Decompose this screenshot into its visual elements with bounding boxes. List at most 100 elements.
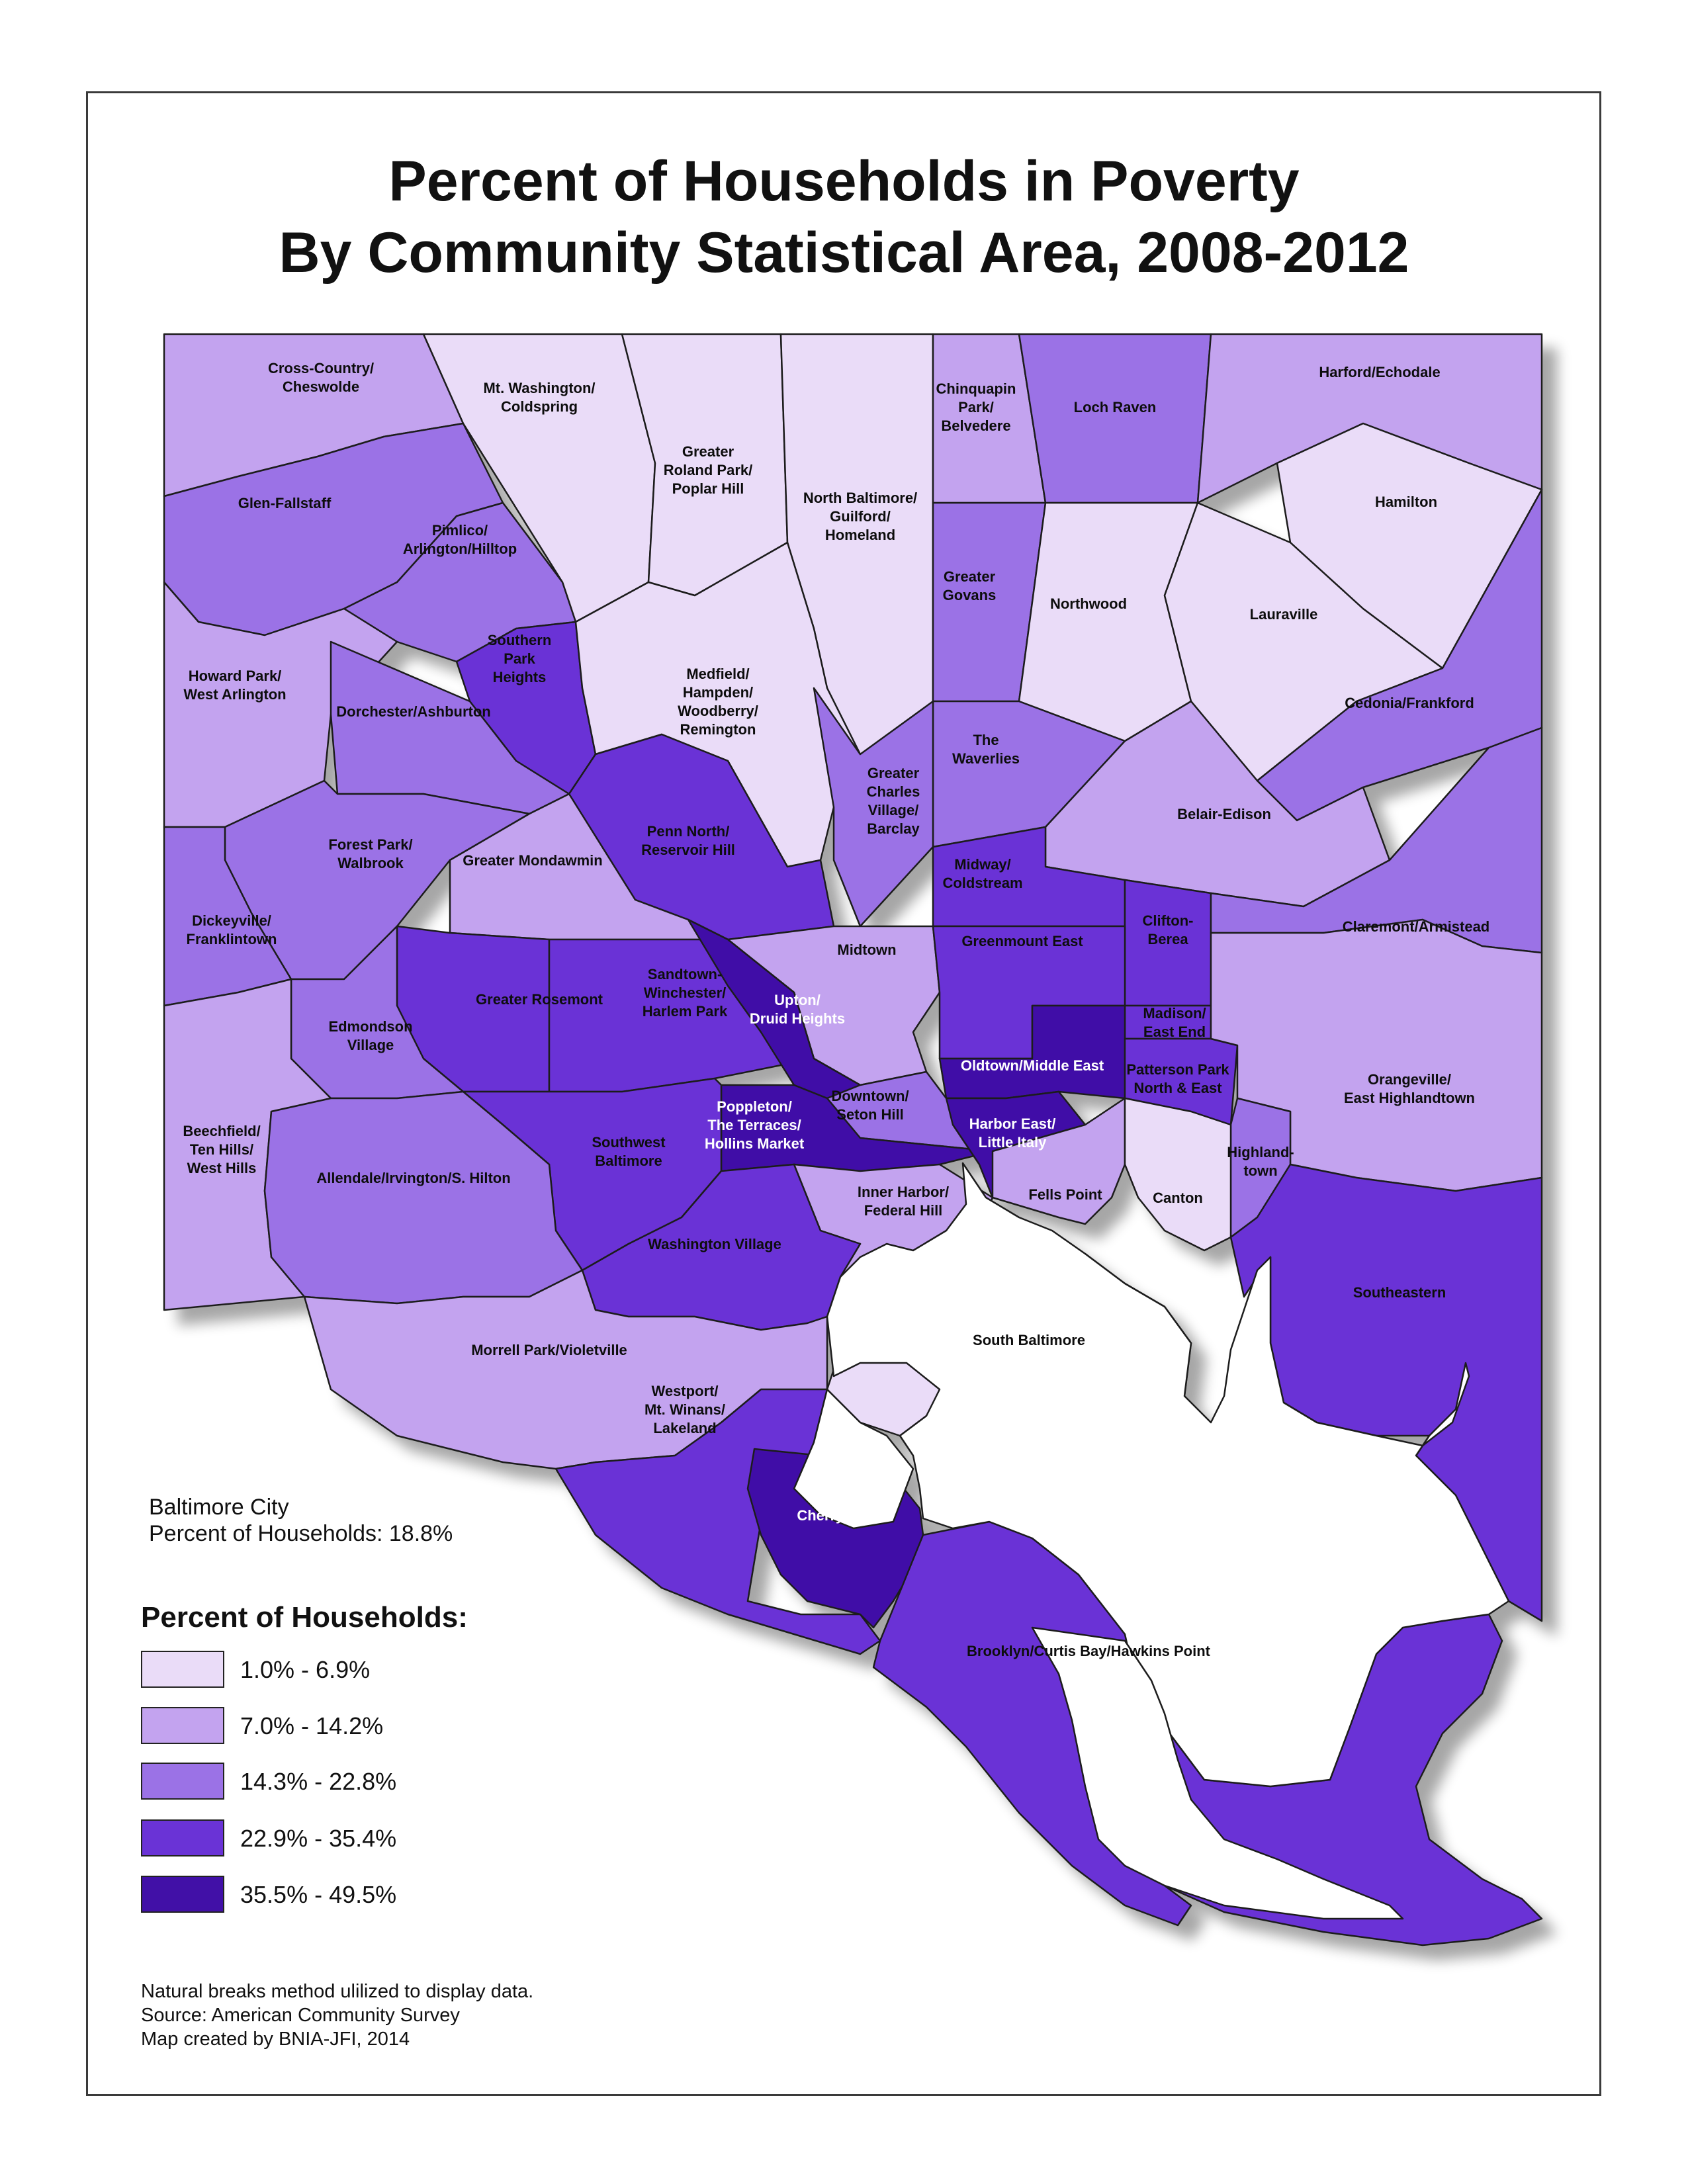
region-label-line: Allendale/Irvington/S. Hilton [316,1170,510,1186]
region-label-greater-roland-park-poplar-hill: Greater Roland Park/Poplar Hill [664,443,752,497]
legend-swatch-5 [141,1876,224,1913]
region-label-line: Glen-Fallstaff [238,495,332,511]
region-label-line: Loch Raven [1074,399,1157,415]
region-label-cherry-hill: Cherry Hill [797,1507,870,1524]
region-label-orangeville-east-highlandtown: Orangeville/East Highlandtown [1344,1071,1475,1106]
region-label-line: Greater [682,443,734,460]
region-label-line: The Terraces/ [707,1117,801,1133]
region-label-southern-park-heights: Southern Park Heights [488,632,552,685]
region-label-line: Woodberry/ [678,703,758,719]
region-label-line: Hollins Market [705,1135,805,1152]
region-label-poppleton-the-terraces-hollins-market: Poppleton/The Terraces/Hollins Market [705,1098,805,1152]
region-label-line: Ten Hills/ [190,1141,253,1158]
region-label-line: Clifton- [1143,912,1194,929]
region-pimlico-arlington-hilltop [343,502,577,663]
region-label-line: Harbor East/ [969,1115,1056,1132]
legend-label-3: 14.3% - 22.8% [240,1768,397,1795]
legend-label-5: 35.5% - 49.5% [240,1881,397,1908]
region-label-line: Harford/Echodale [1319,364,1440,380]
region-label-line: Greater [867,765,920,781]
legend-label-1: 1.0% - 6.9% [240,1656,371,1683]
map-notes: Natural breaks method ulilized to displa… [141,1980,533,2051]
map-title: Percent of Households in Poverty By Comm… [0,146,1688,288]
region-label-line: Heights [493,669,547,685]
legend-swatch-1 [141,1651,224,1688]
region-label-greenmount-east: Greenmount East [961,933,1083,949]
region-label-oldtown-middle-east: Oldtown/Middle East [961,1057,1104,1074]
city-summary: Baltimore City Percent of Households: 18… [149,1494,453,1547]
legend-swatch-4 [141,1819,224,1856]
region-label-howard-park-west-arlington: Howard Park/West Arlington [183,668,286,703]
region-label-line: Westport/ [651,1383,718,1399]
region-label-line: Patterson Park [1126,1061,1229,1078]
region-label-line: Southern [488,632,552,648]
region-label-line: Mt. Winans/ [644,1401,725,1418]
map-title-line-1: Percent of Households in Poverty [388,150,1300,213]
region-label-line: Govans [943,587,997,603]
region-label-fells-point: Fells Point [1028,1186,1102,1203]
region-label-line: Southeastern [1353,1284,1446,1301]
region-label-line: Lauraville [1250,606,1318,623]
region-label-line: Claremont/Armistead [1343,918,1490,935]
region-label-southeastern: Southeastern [1353,1284,1446,1301]
region-label-line: Midtown [837,941,896,958]
region-label-line: Dorchester/Ashburton [336,703,490,720]
region-label-line: North & East [1133,1080,1222,1096]
region-label-line: Coldstream [942,875,1022,891]
legend-swatch-3 [141,1763,224,1800]
region-label-line: Chinquapin [936,380,1016,397]
region-label-medfield-hampden-woodberry-remington: Medfield/Hampden/Woodberry/Remington [678,666,758,738]
region-label-highlandtown: Highland-town [1227,1144,1294,1179]
region-label-southwest-baltimore: Southwest Baltimore [592,1134,666,1169]
region-label-line: Village/ [868,802,919,818]
region-label-line: Homeland [825,527,895,543]
region-label-north-baltimore-guilford-homeland: North Baltimore/Guilford/Homeland [803,490,917,543]
region-label-line: Baltimore [595,1153,662,1169]
region-label-line: Village [347,1037,394,1053]
region-label-line: The [973,732,999,748]
region-label-line: Howard Park/ [189,668,282,684]
region-label-line: Southwest [592,1134,666,1151]
region-label-line: Belair-Edison [1177,806,1271,822]
region-label-line: East Highlandtown [1344,1090,1475,1106]
map-title-line-2: By Community Statistical Area, 2008-2012 [279,221,1409,284]
region-label-line: West Hills [187,1160,257,1176]
region-label-pimlico-arlington-hilltop: Pimlico/Arlington/Hilltop [403,522,517,557]
region-label-line: Forest Park/ [328,836,412,853]
region-label-line: Washington Village [648,1236,781,1252]
region-label-line: East End [1143,1024,1206,1040]
region-label-westport-mt-winans-lakeland: Westport/Mt. Winans/Lakeland [644,1383,725,1436]
region-label-line: Harlem Park [643,1003,728,1020]
region-label-loch-raven: Loch Raven [1074,399,1157,415]
region-label-line: town [1243,1162,1277,1179]
region-label-beechfield-ten-hills-west-hills: Beechfield/Ten Hills/West Hills [183,1123,260,1176]
region-label-sandtown-winchester-harlem-park: Sandtown-Winchester/Harlem Park [643,966,728,1020]
region-label-line: Park [504,650,535,667]
region-label-line: Federal Hill [864,1202,943,1219]
region-label-harford-echodale: Harford/Echodale [1319,364,1440,380]
region-label-line: Poplar Hill [672,480,744,497]
region-label-line: Madison/ [1143,1005,1206,1022]
region-label-line: Hampden/ [683,684,753,701]
region-label-line: Penn North/ [647,823,730,840]
region-label-forest-park-walbrook: Forest Park/Walbrook [328,836,412,871]
region-label-brooklyn-curtis-bay-hawkins-point: Brooklyn/Curtis Bay/Hawkins Point [967,1643,1211,1659]
region-label-line: Little Italy [979,1134,1047,1151]
region-label-chinquapin-park-belvedere: Chinquapin Park/Belvedere [936,380,1016,434]
region-label-line: Charles [867,783,920,800]
region-label-upton-druid-heights: Upton/Druid Heights [750,992,845,1027]
region-label-downtown-seton-hill: Downtown/Seton Hill [831,1088,909,1123]
region-label-cross-country-cheswolde: Cross-Country/Cheswolde [268,360,374,395]
region-label-mt-washington-coldspring: Mt. Washington/Coldspring [483,380,595,415]
region-label-inner-harbor-federal-hill: Inner Harbor/Federal Hill [858,1184,949,1219]
region-label-line: Mt. Washington/ [483,380,595,396]
region-label-line: Greenmount East [961,933,1083,949]
region-label-line: Greater Mondawmin [463,852,602,869]
region-label-midway-coldstream: Midway/Coldstream [942,856,1022,891]
summary-line-percent: Percent of Households: 18.8% [149,1521,453,1546]
legend-label-4: 22.9% - 35.4% [240,1825,397,1852]
region-label-patterson-park-north-east: Patterson Park North & East [1126,1061,1229,1096]
region-label-line: Roland Park/ [664,462,752,478]
region-label-greater-mondawmin: Greater Mondawmin [463,852,602,869]
region-label-line: Sandtown- [648,966,722,983]
